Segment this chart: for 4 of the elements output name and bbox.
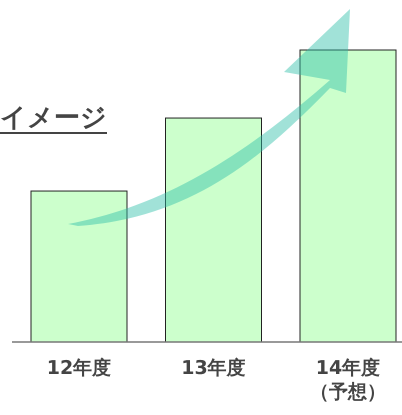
x-tick-label: 13年度 [180, 356, 247, 380]
x-tick-label: 12年度 [46, 356, 112, 380]
text: イメージ [0, 102, 107, 135]
x-tick-label: 14年度（予想） [309, 356, 387, 404]
